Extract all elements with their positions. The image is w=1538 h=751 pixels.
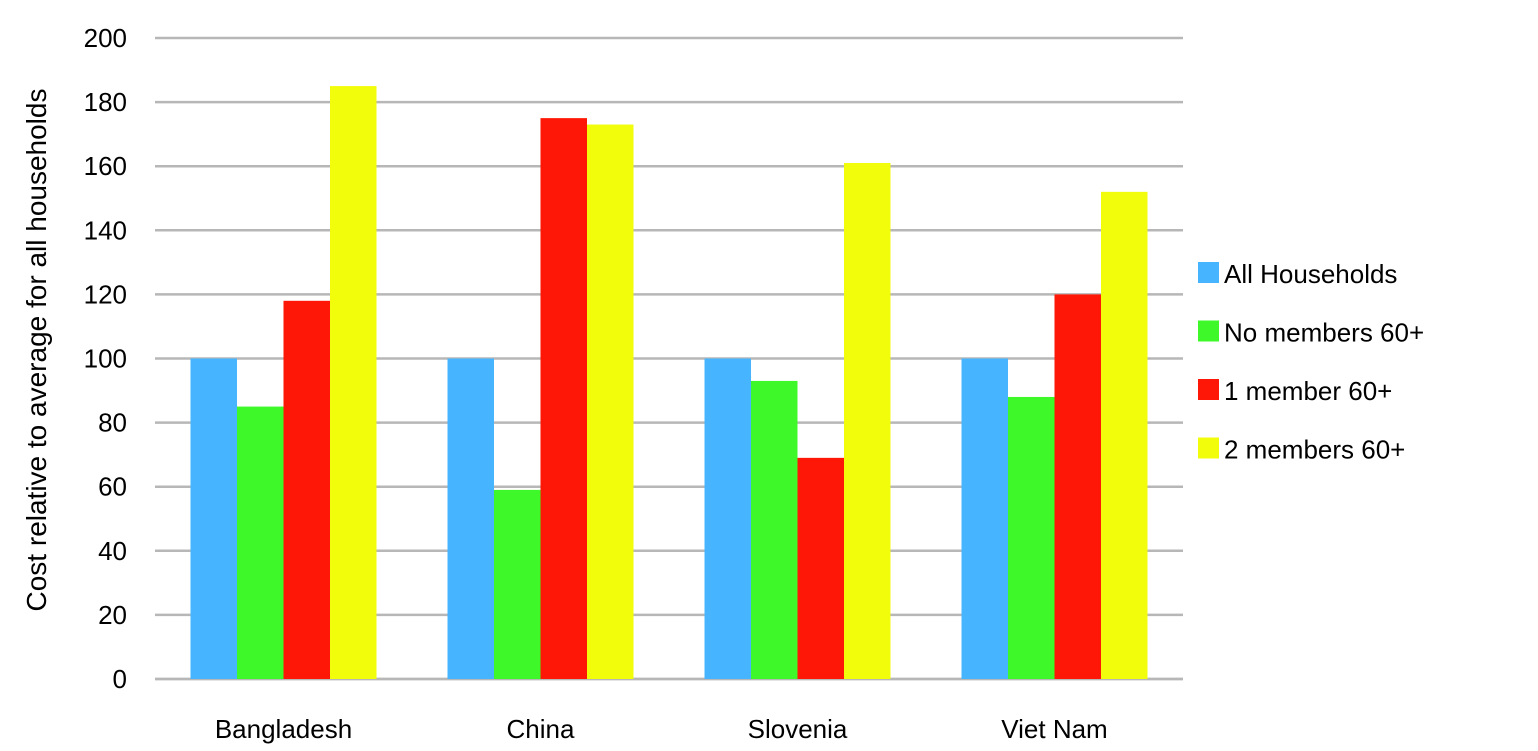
bar-1-member-60-china	[540, 118, 587, 679]
bar-2-members-60-slovenia	[844, 162, 891, 679]
y-tick-label: 120	[84, 279, 127, 309]
y-tick-label: 80	[98, 408, 127, 438]
bar-no-members-60-china	[494, 489, 541, 679]
y-tick-label: 40	[98, 536, 127, 566]
bar-all-households-slovenia	[704, 358, 751, 679]
bar-no-members-60-bangladesh	[237, 406, 284, 679]
y-tick-label: 100	[84, 344, 127, 374]
y-tick-label: 140	[84, 215, 127, 245]
y-tick-label: 0	[113, 664, 127, 694]
bar-2-members-60-bangladesh	[330, 86, 377, 679]
bar-2-members-60-china	[587, 124, 634, 679]
bar-2-members-60-viet-nam	[1101, 191, 1148, 679]
x-tick-labels: Bangladesh China Slovenia Viet Nam	[215, 714, 1108, 744]
x-tick-label: China	[507, 714, 575, 744]
legend-label: 2 members 60+	[1224, 435, 1405, 465]
legend-label: All Households	[1224, 259, 1397, 289]
x-tick-label: Bangladesh	[215, 714, 352, 744]
bar-all-households-viet-nam	[961, 358, 1008, 679]
legend-swatch	[1198, 379, 1219, 400]
bar-no-members-60-slovenia	[751, 380, 798, 679]
y-axis-title: Cost relative to average for all househo…	[21, 89, 52, 612]
bar-all-households-china	[447, 358, 494, 679]
bar-1-member-60-bangladesh	[283, 300, 330, 679]
bar-no-members-60-viet-nam	[1008, 396, 1055, 679]
y-tick-label: 200	[84, 23, 127, 53]
legend-label: 1 member 60+	[1224, 376, 1392, 406]
x-tick-label: Slovenia	[748, 714, 848, 744]
bars	[190, 86, 1148, 679]
y-tick-label: 60	[98, 472, 127, 502]
legend-swatch	[1198, 320, 1219, 342]
legend: All Households No members 60+ 1 member 60+…	[1198, 259, 1424, 465]
y-tick-label: 180	[84, 87, 127, 117]
y-tick-labels: 0 20 40 60 80 100 120 140 160 180 200	[84, 23, 127, 694]
bar-1-member-60-viet-nam	[1054, 294, 1101, 679]
legend-swatch	[1198, 437, 1219, 459]
legend-label: No members 60+	[1224, 318, 1424, 348]
x-tick-label: Viet Nam	[1001, 714, 1107, 744]
y-tick-label: 20	[98, 600, 127, 630]
bar-1-member-60-slovenia	[797, 457, 844, 679]
legend-swatch	[1198, 262, 1219, 283]
y-tick-label: 160	[84, 151, 127, 181]
bar-all-households-bangladesh	[190, 358, 237, 679]
